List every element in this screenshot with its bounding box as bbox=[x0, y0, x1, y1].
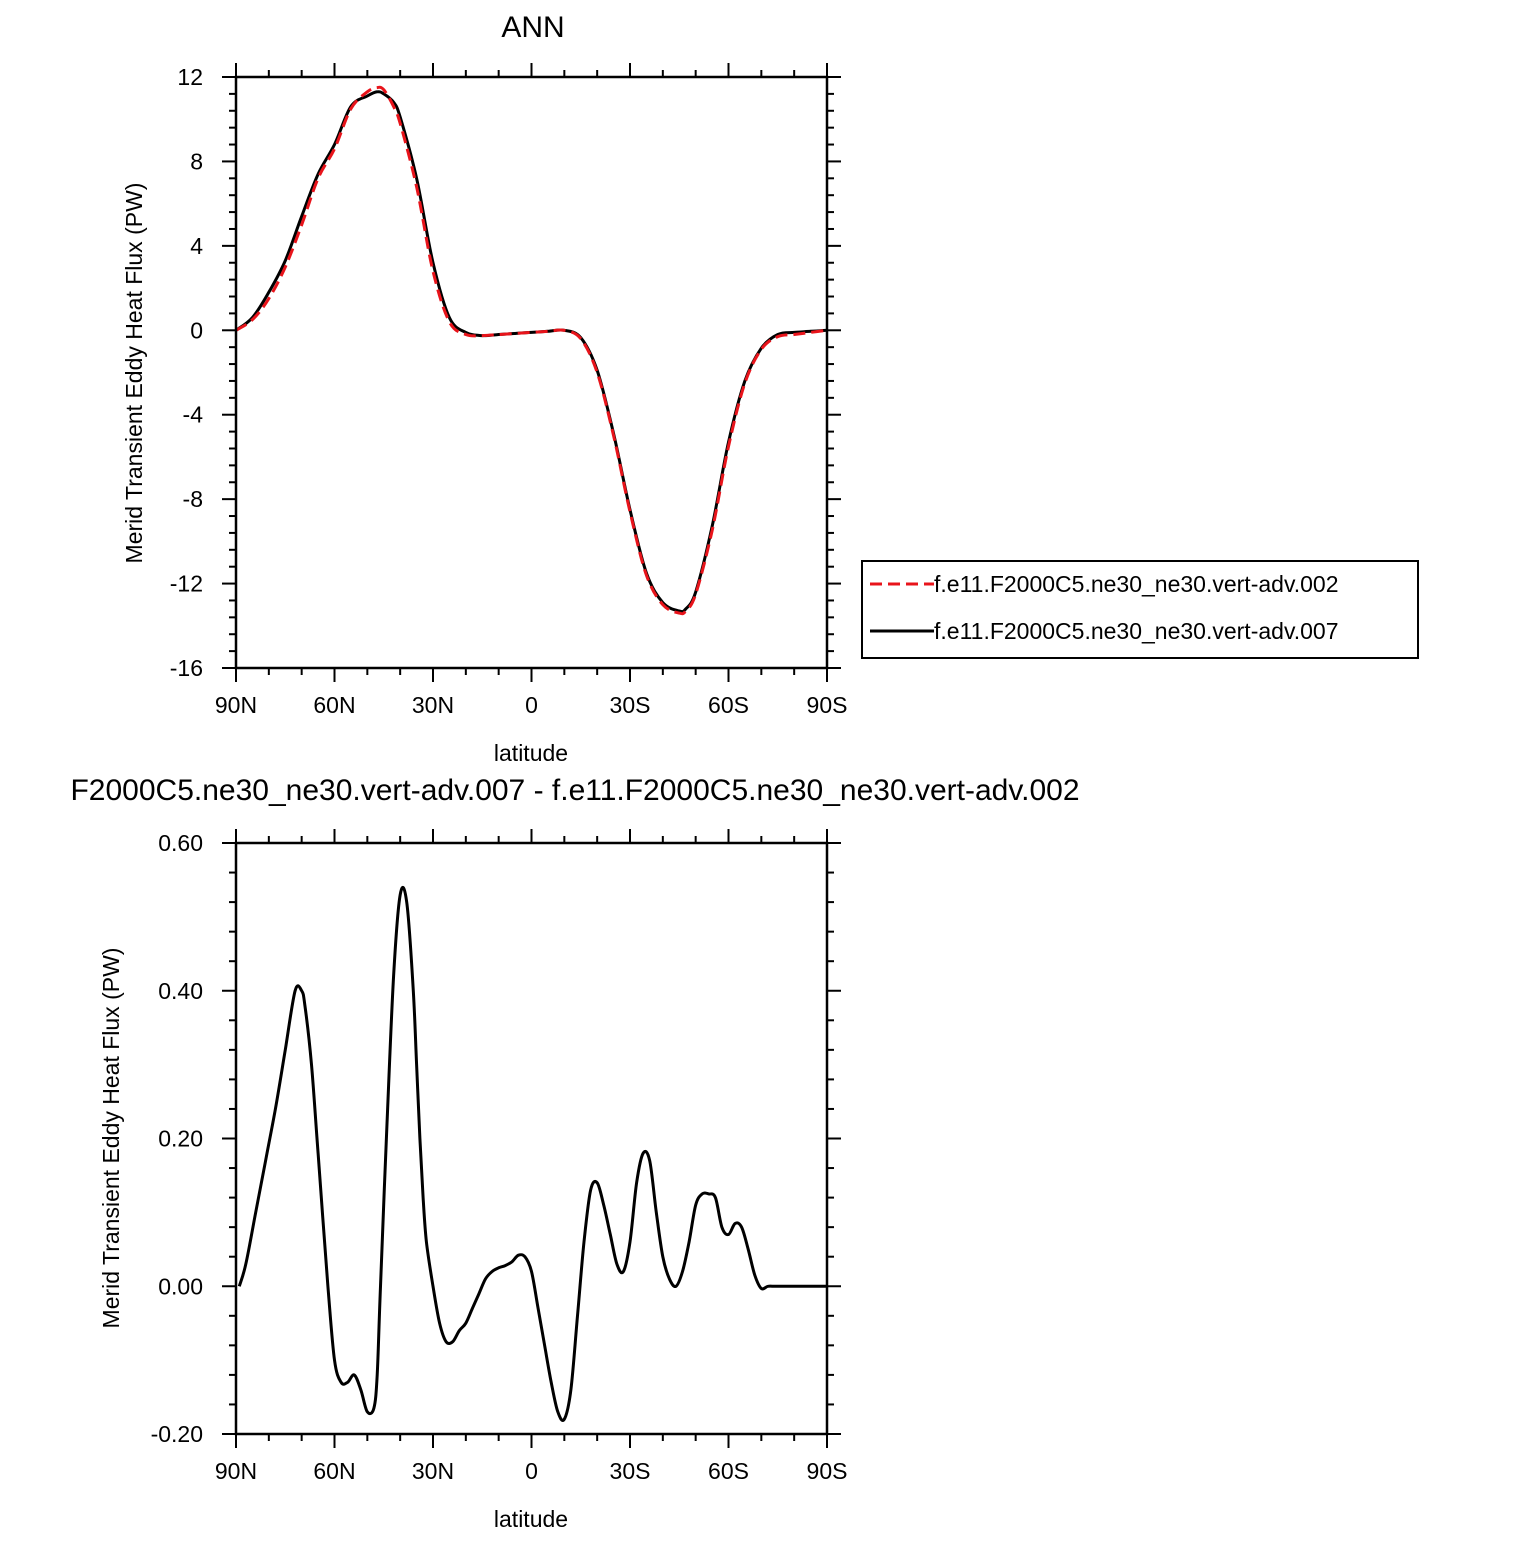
y-tick-label: -0.20 bbox=[151, 1421, 203, 1447]
bottom-axis-ticks: 90N 60N 30N 0 30S 60S 90S 0.60 0.40 0.20 0.00 -0.20 bbox=[151, 829, 848, 1484]
x-tick-label: 90N bbox=[215, 692, 257, 718]
bottom-series-lines bbox=[237, 885, 827, 1422]
x-tick-label: 60N bbox=[313, 1458, 355, 1484]
y-tick-label: -4 bbox=[183, 402, 204, 428]
series-line-002 bbox=[235, 85, 828, 616]
top-plot-frame bbox=[234, 75, 829, 670]
x-tick-label: 90S bbox=[807, 1458, 848, 1484]
legend: f.e11.F2000C5.ne30_ne30.vert-adv.002 f.e… bbox=[861, 560, 1419, 659]
x-tick-label: 90S bbox=[807, 692, 848, 718]
y-tick-label: 0.20 bbox=[158, 1126, 203, 1152]
x-tick-label: 30S bbox=[610, 1458, 651, 1484]
x-tick-label: 30S bbox=[610, 692, 651, 718]
series-line-007 bbox=[235, 90, 828, 614]
y-tick-label: 12 bbox=[177, 64, 203, 90]
y-tick-label: -8 bbox=[183, 486, 203, 512]
y-tick-label: -16 bbox=[170, 655, 203, 681]
x-tick-label: 60N bbox=[313, 692, 355, 718]
legend-box bbox=[861, 560, 1419, 659]
top-x-axis-title: latitude bbox=[494, 740, 568, 766]
top-panel: ANN Merid Transient Eddy Heat Flux (PW) … bbox=[121, 11, 847, 766]
bottom-y-axis-title: Merid Transient Eddy Heat Flux (PW) bbox=[98, 948, 124, 1329]
y-tick-label: 8 bbox=[190, 148, 203, 174]
top-axis-ticks: 90N 60N 30N 0 30S 60S 90S 12 8 4 0 -4 -8 -12 -16 bbox=[170, 63, 848, 718]
y-tick-label: -12 bbox=[170, 571, 203, 597]
legend-label-007: f.e11.F2000C5.ne30_ne30.vert-adv.007 bbox=[934, 618, 1339, 644]
x-tick-label: 30N bbox=[412, 692, 454, 718]
top-chart-title: ANN bbox=[501, 11, 564, 44]
legend-label-002: f.e11.F2000C5.ne30_ne30.vert-adv.002 bbox=[934, 571, 1339, 597]
x-tick-label: 60S bbox=[708, 692, 749, 718]
y-tick-label: 0.00 bbox=[158, 1273, 203, 1299]
top-y-axis-title: Merid Transient Eddy Heat Flux (PW) bbox=[121, 183, 147, 564]
x-tick-label: 0 bbox=[525, 1458, 538, 1484]
x-tick-label: 90N bbox=[215, 1458, 257, 1484]
x-tick-label: 30N bbox=[412, 1458, 454, 1484]
bottom-chart-title: F2000C5.ne30_ne30.vert-adv.007 - f.e11.F… bbox=[70, 774, 1079, 807]
bottom-x-axis-title: latitude bbox=[494, 1506, 568, 1532]
bottom-panel: F2000C5.ne30_ne30.vert-adv.007 - f.e11.F… bbox=[70, 774, 1079, 1532]
y-tick-label: 4 bbox=[190, 233, 203, 259]
top-series-lines bbox=[235, 85, 828, 616]
difference-series-line bbox=[237, 885, 827, 1422]
x-tick-label: 0 bbox=[525, 692, 538, 718]
bottom-plot-frame bbox=[234, 841, 829, 1436]
x-tick-label: 60S bbox=[708, 1458, 749, 1484]
y-tick-label: 0.60 bbox=[158, 830, 203, 856]
y-tick-label: 0 bbox=[190, 317, 203, 343]
y-tick-label: 0.40 bbox=[158, 978, 203, 1004]
